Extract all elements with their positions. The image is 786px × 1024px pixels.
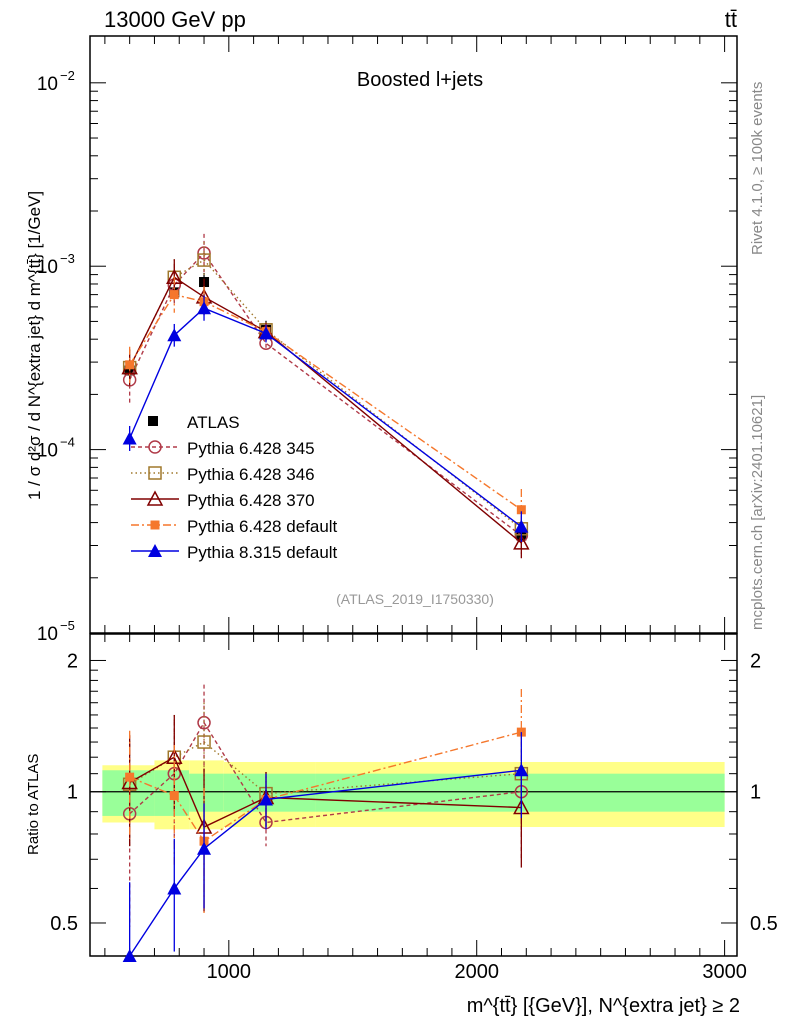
mcplots-label: mcplots.cern.ch [arXiv:2401.10621] <box>749 395 766 630</box>
series-point-main <box>125 360 135 370</box>
legend-label-atlas: ATLAS <box>187 413 240 432</box>
series-point-ratio <box>197 735 211 749</box>
y-tick-label-ratio-right: 2 <box>750 650 761 672</box>
y-tick-exponent: −4 <box>60 435 75 450</box>
series-line-main <box>129 251 522 537</box>
series-point-ratio <box>514 763 529 777</box>
x-tick-label: 2000 <box>454 961 499 983</box>
series-point-main <box>514 519 529 533</box>
series-point-ratio <box>121 773 138 790</box>
series-point-ratio <box>169 791 179 801</box>
legend-label: Pythia 8.315 default <box>187 543 338 562</box>
series-layer <box>121 233 530 962</box>
chart-title: Boosted l+jets <box>357 69 483 91</box>
y-tick-label-main: 10 <box>37 74 58 95</box>
series-point-main <box>513 534 530 550</box>
series-point-main <box>122 431 137 445</box>
band-green <box>223 773 316 812</box>
legend-label: Pythia 6.428 345 <box>187 439 315 458</box>
y-tick-exponent: −5 <box>60 618 75 633</box>
rivet-label: Rivet 4.1.0, ≥ 100k events <box>749 82 766 255</box>
legend-marker <box>150 520 160 530</box>
header-right: tt̄ <box>725 7 737 32</box>
y-tick-label-ratio: 0.5 <box>50 913 78 935</box>
legend-label: Pythia 6.428 default <box>187 517 338 536</box>
axes <box>89 35 738 957</box>
header-left: 13000 GeV pp <box>104 7 246 32</box>
series-4 <box>122 295 529 962</box>
ratio-bands <box>102 760 725 830</box>
analysis-id: (ATLAS_2019_I1750330) <box>336 591 494 607</box>
legend-marker <box>148 440 162 454</box>
series-point-main <box>169 290 179 300</box>
y-tick-label-ratio: 2 <box>67 650 78 672</box>
y-tick-exponent: −3 <box>60 251 75 266</box>
y-tick-label-ratio-right: 1 <box>750 782 761 804</box>
ratio-frame <box>89 633 738 957</box>
y-tick-label-main: 10 <box>37 624 58 645</box>
y-tick-label-main: 10 <box>37 441 58 462</box>
series-point-main <box>167 328 182 342</box>
legend-marker-atlas <box>148 416 158 426</box>
y-tick-exponent: −2 <box>60 68 75 83</box>
series-point-main <box>516 505 526 515</box>
y-tick-label-main: 10 <box>37 257 58 278</box>
y-tick-label-ratio: 1 <box>67 782 78 804</box>
series-point-main <box>259 326 274 340</box>
series-point-main <box>197 253 211 267</box>
legend-label: Pythia 6.428 370 <box>187 491 315 510</box>
y-tick-label-ratio-right: 0.5 <box>750 913 778 935</box>
legend-marker <box>148 466 162 480</box>
series-point-ratio <box>197 841 212 855</box>
series-line-ratio <box>129 741 522 795</box>
x-tick-label: 3000 <box>702 961 747 983</box>
main-frame <box>89 35 738 634</box>
series-point-main <box>197 301 212 315</box>
series-point-ratio <box>125 772 135 782</box>
legend-marker <box>146 490 164 506</box>
legend-label: Pythia 6.428 346 <box>187 465 315 484</box>
series-point-ratio <box>122 949 137 962</box>
y-axis-label-ratio: Ratio to ATLAS <box>25 754 42 855</box>
series-point-ratio <box>259 792 274 806</box>
series-point-ratio <box>167 881 182 895</box>
legend: ATLAS Pythia 6.428 345 Pythia 6.428 346 Pyt… <box>131 413 338 562</box>
x-axis-label: m^{tt̄} [{GeV}], N^{extra jet} ≥ 2 <box>467 995 740 1017</box>
x-tick-label: 1000 <box>207 961 252 983</box>
y-axis-label-main: 1 / σ d²σ / d N^{extra jet} d m^{tt̄} [1… <box>25 191 44 500</box>
series-line-main <box>129 259 522 530</box>
legend-marker <box>148 544 162 557</box>
